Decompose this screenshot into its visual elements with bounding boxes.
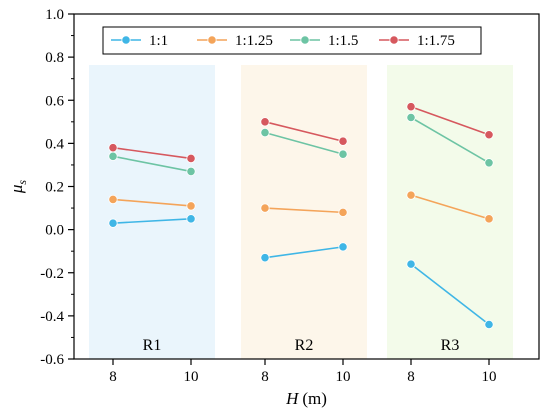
data-point-R2-1:1.75-8 <box>260 117 270 127</box>
y-tick-label: 0.4 <box>45 136 64 152</box>
data-point-R1-1:1.25-10 <box>186 201 196 211</box>
x-tick-label: 10 <box>184 369 199 385</box>
legend-marker-1:1.75 <box>389 35 399 45</box>
x-tick-label: 8 <box>261 369 269 385</box>
series-line-R1-1:1.75 <box>112 146 192 160</box>
region-label-R3: R3 <box>441 337 460 354</box>
y-tick-label: -0.6 <box>40 352 64 368</box>
y-axis-label: μs <box>7 180 29 195</box>
data-point-R3-1:1.25-10 <box>484 214 494 224</box>
series-line-R2-1:1.75 <box>264 121 344 142</box>
y-tick-label: -0.4 <box>40 309 64 325</box>
data-point-R3-1:1.25-8 <box>406 190 416 200</box>
y-axis: -0.6 -0.4 -0.2 0.0 0.2 0.4 0.6 0.8 1.0 <box>40 7 74 368</box>
series-line-R3-1:1 <box>410 263 490 326</box>
series-line-R2-1:1.25 <box>264 207 344 214</box>
data-point-R2-1:1.5-8 <box>260 127 270 138</box>
data-point-R1-1:1.5-8 <box>108 151 118 161</box>
legend-label-1:1.25: 1:1.25 <box>235 33 273 49</box>
data-point-R3-1:1.5-10 <box>484 158 494 168</box>
y-tick-label: -0.2 <box>40 266 64 282</box>
series-line-R3-1:1.75 <box>410 105 490 136</box>
region-band-R2 <box>241 65 367 359</box>
y-tick-label: 0.0 <box>45 223 64 239</box>
data-point-R3-1:1.75-10 <box>484 130 494 140</box>
series-line-R2-1:1.5 <box>264 131 344 155</box>
legend-marker-1:1.5 <box>300 35 310 45</box>
y-tick-label: 1.0 <box>45 7 64 23</box>
y-tick-label: 0.6 <box>45 93 64 109</box>
legend-marker-1:1 <box>121 35 131 45</box>
data-point-R1-1:1-10 <box>186 214 196 224</box>
legend-label-1:1: 1:1 <box>149 33 168 49</box>
data-point-R1-1:1.25-8 <box>108 194 118 205</box>
y-tick-label: 0.8 <box>45 50 64 66</box>
region-band-R3 <box>387 65 513 359</box>
legend-marker-1:1.25 <box>207 35 217 45</box>
data-point-R1-1:1.75-8 <box>108 143 118 153</box>
data-point-R3-1:1-10 <box>484 319 494 330</box>
data-point-R2-1:1.5-10 <box>338 149 348 159</box>
x-tick-label: 10 <box>336 369 351 385</box>
region-band-R1 <box>89 65 215 359</box>
data-point-R1-1:1-8 <box>108 218 118 228</box>
legend-label-1:1.75: 1:1.75 <box>417 33 455 49</box>
x-axis-label: H (m) <box>285 389 327 408</box>
series-line-R2-1:1 <box>264 246 344 259</box>
series-line-R3-1:1.25 <box>410 194 490 220</box>
data-point-R2-1:1.75-10 <box>338 136 348 146</box>
x-tick-label: 8 <box>407 369 415 385</box>
data-point-R3-1:1-8 <box>406 259 416 269</box>
series-line-R1-1:1.25 <box>112 198 192 207</box>
region-label-R2: R2 <box>295 337 314 354</box>
x-tick-label: 10 <box>482 369 497 385</box>
region-bands: R1 R2 R3 <box>89 65 513 359</box>
series-line-R3-1:1.5 <box>410 116 490 164</box>
data-point-R2-1:1.25-8 <box>260 203 270 213</box>
legend-label-1:1.5: 1:1.5 <box>328 33 358 49</box>
data-point-R2-1:1-10 <box>338 242 348 252</box>
y-tick-label: 0.2 <box>45 180 64 196</box>
series-line-R1-1:1.5 <box>112 155 192 173</box>
x-tick-label: 8 <box>109 369 117 385</box>
legend: 1:1 1:1.25 1:1.5 1:1.75 <box>102 26 482 55</box>
series-layer <box>108 102 494 330</box>
data-point-R2-1:1.25-10 <box>338 207 348 217</box>
x-axis: 8 10 8 10 8 10 <box>109 359 497 385</box>
data-point-R1-1:1.75-10 <box>186 153 196 164</box>
data-point-R1-1:1.5-10 <box>186 166 196 177</box>
data-point-R2-1:1-8 <box>260 253 270 263</box>
data-point-R3-1:1.5-8 <box>406 112 416 123</box>
region-label-R1: R1 <box>143 337 162 354</box>
data-point-R3-1:1.75-8 <box>406 102 416 112</box>
series-line-R1-1:1 <box>112 218 192 224</box>
